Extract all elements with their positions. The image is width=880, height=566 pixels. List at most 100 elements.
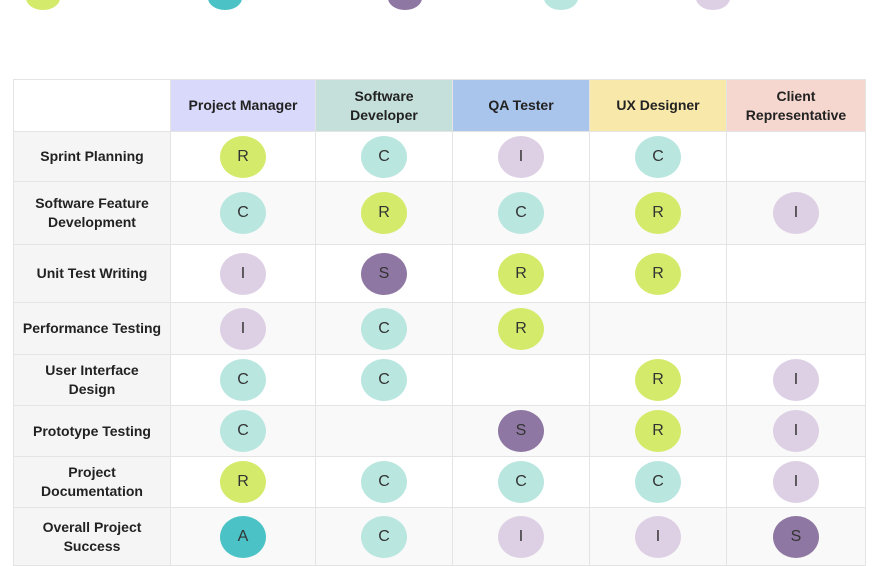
raci-badge-r: R (361, 192, 407, 234)
raci-badge-c: C (635, 135, 681, 178)
raci-badge-i: I (220, 307, 266, 350)
legend-swatch (208, 0, 242, 10)
raci-badge-c: C (361, 359, 407, 401)
raci-badge-c: C (498, 461, 544, 503)
matrix-cell: R (315, 181, 453, 245)
matrix-cell: I (726, 405, 866, 457)
raci-badge-r: R (220, 135, 266, 178)
column-header: Software Developer (315, 79, 453, 132)
matrix-cell (726, 244, 866, 303)
matrix-cell: I (170, 244, 316, 303)
column-header: QA Tester (452, 79, 590, 132)
matrix-cell: R (589, 244, 727, 303)
legend-swatch (544, 0, 578, 10)
matrix-cell (726, 131, 866, 182)
matrix-cell: C (170, 181, 316, 245)
raci-badge-c: C (220, 410, 266, 452)
raci-badge-c: C (361, 307, 407, 350)
column-header: Client Representative (726, 79, 866, 132)
matrix-cell: I (726, 181, 866, 245)
matrix-cell: A (170, 507, 316, 566)
table-row: Performance Testing I C R (13, 302, 866, 355)
matrix-cell: C (315, 507, 453, 566)
raci-badge-i: I (220, 252, 266, 295)
raci-badge-r: R (635, 252, 681, 295)
table-row: Project Documentation R C C C I (13, 456, 866, 508)
matrix-cell: C (315, 456, 453, 508)
matrix-cell: R (589, 405, 727, 457)
table-row: User Interface Design C C R I (13, 354, 866, 406)
table-row: Software Feature Development C R C R I (13, 181, 866, 245)
table-row: Unit Test Writing I S R R (13, 244, 866, 303)
matrix-cell: I (170, 302, 316, 355)
raci-badge-r: R (635, 359, 681, 401)
raci-matrix: Project Manager Software Developer QA Teste… (13, 79, 866, 566)
raci-badge-r: R (498, 307, 544, 350)
raci-badge-i: I (635, 515, 681, 558)
table-row: Prototype Testing C S R I (13, 405, 866, 457)
raci-badge-s: S (361, 252, 407, 295)
task-label: Sprint Planning (13, 131, 171, 182)
raci-badge-i: I (773, 359, 819, 401)
matrix-cell: I (726, 354, 866, 406)
legend (0, 0, 880, 10)
header-corner (13, 79, 171, 132)
task-label: Software Feature Development (13, 181, 171, 245)
legend-swatch (26, 0, 60, 10)
matrix-cell: I (452, 507, 590, 566)
matrix-cell: C (315, 302, 453, 355)
raci-badge-c: C (361, 461, 407, 503)
matrix-cell: R (170, 456, 316, 508)
table-row: Overall Project Success A C I I S (13, 507, 866, 566)
matrix-cell: S (315, 244, 453, 303)
raci-badge-c: C (635, 461, 681, 503)
matrix-cell: C (170, 405, 316, 457)
header-row: Project Manager Software Developer QA Teste… (13, 79, 866, 132)
matrix-cell: I (726, 456, 866, 508)
matrix-cell (452, 354, 590, 406)
task-label: Unit Test Writing (13, 244, 171, 303)
raci-badge-r: R (635, 192, 681, 234)
matrix-cell (589, 302, 727, 355)
raci-badge-r: R (498, 252, 544, 295)
matrix-cell: C (315, 131, 453, 182)
matrix-cell: C (589, 131, 727, 182)
matrix-cell: R (452, 302, 590, 355)
raci-badge-i: I (498, 515, 544, 558)
column-header: UX Designer (589, 79, 727, 132)
raci-badge-c: C (220, 192, 266, 234)
matrix-cell: R (589, 354, 727, 406)
raci-badge-i: I (773, 192, 819, 234)
raci-badge-r: R (635, 410, 681, 452)
matrix-cell: C (452, 456, 590, 508)
raci-badge-s: S (498, 410, 544, 452)
raci-badge-s: S (773, 515, 819, 558)
matrix-cell: C (589, 456, 727, 508)
task-label: Performance Testing (13, 302, 171, 355)
matrix-body: Sprint Planning R C I C Software Feature Devel… (13, 131, 866, 566)
raci-badge-r: R (220, 461, 266, 503)
matrix-cell: I (589, 507, 727, 566)
matrix-cell: C (170, 354, 316, 406)
legend-swatch (388, 0, 422, 10)
raci-badge-c: C (361, 135, 407, 178)
task-label: User Interface Design (13, 354, 171, 406)
matrix-cell: S (726, 507, 866, 566)
matrix-cell: R (170, 131, 316, 182)
raci-badge-c: C (498, 192, 544, 234)
task-label: Prototype Testing (13, 405, 171, 457)
raci-badge-a: A (220, 515, 266, 558)
matrix-cell: I (452, 131, 590, 182)
raci-badge-i: I (773, 410, 819, 452)
matrix-cell: R (452, 244, 590, 303)
raci-badge-c: C (220, 359, 266, 401)
raci-badge-i: I (498, 135, 544, 178)
task-label: Project Documentation (13, 456, 171, 508)
matrix-cell: C (452, 181, 590, 245)
raci-badge-c: C (361, 515, 407, 558)
matrix-cell: R (589, 181, 727, 245)
matrix-cell: C (315, 354, 453, 406)
legend-swatch (696, 0, 730, 10)
matrix-cell (726, 302, 866, 355)
raci-badge-i: I (773, 461, 819, 503)
